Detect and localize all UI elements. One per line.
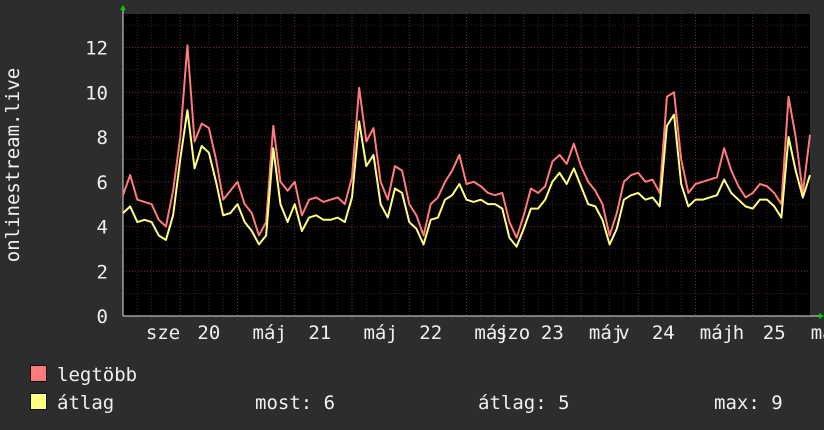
legend-swatch-avg <box>30 393 47 410</box>
y-axis-arrow <box>120 5 126 10</box>
stat-now: most: 6 <box>255 392 336 414</box>
y-tick-label: 10 <box>85 82 108 104</box>
x-tick-label: 22 <box>419 322 442 344</box>
stat-max: max: 9 <box>714 392 783 414</box>
x-tick-label: 23 <box>541 322 564 344</box>
x-axis-arrow <box>819 313 824 319</box>
y-axis-label: onlinestream.live <box>2 68 24 262</box>
y-tick-label: 6 <box>97 172 108 194</box>
x-tick-label: máj <box>700 322 734 344</box>
y-tick-label: 8 <box>97 127 108 149</box>
x-tick-label: máj <box>363 322 397 344</box>
x-tick-label: sze <box>146 322 180 344</box>
legend-item-avg: átlag <box>30 391 114 415</box>
x-tick-label: h <box>733 322 744 344</box>
x-tick-label: máj <box>474 322 508 344</box>
x-tick-label: szo <box>496 322 530 344</box>
x-tick-label: máj <box>253 322 287 344</box>
legend-item-max: legtöbb <box>30 363 137 387</box>
x-tick-label: 24 <box>652 322 675 344</box>
legend-label-max: legtöbb <box>57 364 138 386</box>
y-tick-label: 4 <box>97 217 108 239</box>
series-line-max <box>122 44 811 239</box>
x-tick-label: máj <box>811 322 824 344</box>
y-tick-labels: 0 2 4 6 8 10 12 <box>85 38 108 328</box>
legend-label-avg: átlag <box>57 392 115 414</box>
x-tick-label: v <box>618 322 629 344</box>
x-tick-label: 20 <box>197 322 220 344</box>
stat-avg: átlag: 5 <box>478 392 570 414</box>
y-tick-label: 12 <box>85 38 108 60</box>
x-tick-label: 21 <box>308 322 331 344</box>
y-tick-label: 2 <box>97 261 108 283</box>
axes <box>120 5 824 319</box>
y-tick-label: 0 <box>97 306 108 328</box>
x-tick-label: máj <box>589 322 623 344</box>
series-line-avg <box>122 109 811 248</box>
series-group <box>122 44 811 248</box>
legend-swatch-max <box>30 365 47 382</box>
x-tick-labels: sze20máj21máj22májszo23májv24májh25máj <box>146 322 824 344</box>
x-tick-label: 25 <box>763 322 786 344</box>
